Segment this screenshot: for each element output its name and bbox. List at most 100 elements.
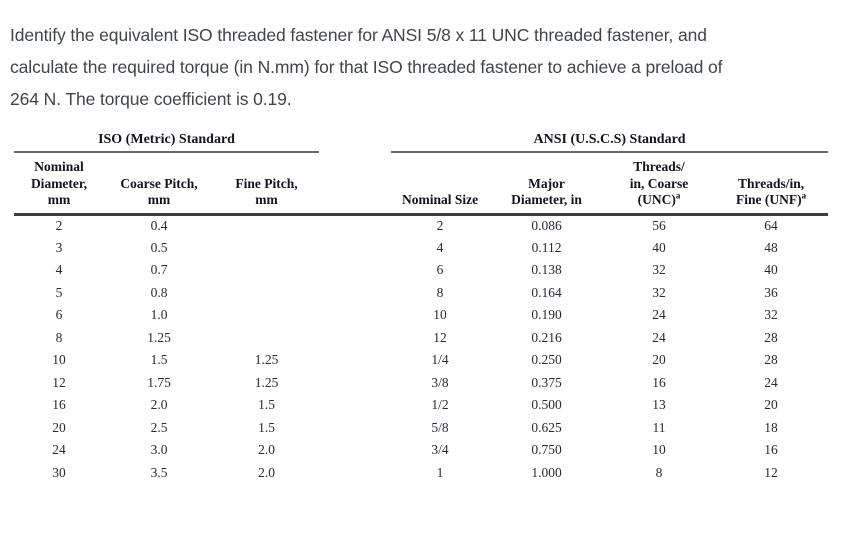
table-cell: 1.25 — [254, 352, 279, 368]
table-cell: 0.750 — [531, 442, 562, 458]
table-cell: 20 — [52, 419, 66, 435]
table-cell — [214, 237, 319, 260]
table-row: 20 2.5 1.5 5/8 0.625 11 18 — [14, 417, 828, 440]
table-cell: 0.216 — [531, 329, 562, 345]
table-cell-gap — [319, 417, 391, 440]
table-cell: 0.7 — [150, 262, 168, 278]
table-cell-gap — [319, 304, 391, 327]
table-cell-gap — [319, 349, 391, 372]
ansi-group-title: ANSI (U.S.C.S) Standard — [391, 132, 829, 153]
thread-standards-table: ISO (Metric) Standard ANSI (U.S.C.S) Sta… — [14, 132, 829, 484]
table-cell: 2.0 — [150, 397, 168, 413]
table-cell: 64 — [764, 218, 778, 233]
table-cell: 2.5 — [150, 419, 168, 435]
table-cell: 0.5 — [150, 239, 168, 255]
table-cell: 48 — [764, 239, 778, 255]
table-cell-gap — [319, 327, 391, 350]
table-cell: 0.112 — [531, 239, 562, 255]
table-cell: 1 — [436, 464, 444, 480]
table-cell-gap — [319, 282, 391, 305]
table-cell: 1.25 — [254, 374, 279, 390]
column-header-iso-fine-pitch: Fine Pitch, mm — [214, 152, 320, 216]
group-header-row: ISO (Metric) Standard ANSI (U.S.C.S) Sta… — [14, 132, 829, 153]
table-cell: 1/4 — [431, 352, 449, 368]
table-cell: 0.164 — [531, 284, 562, 300]
table-cell — [214, 304, 319, 327]
table-cell: 36 — [764, 284, 778, 300]
table-cell: 3/8 — [431, 374, 449, 390]
table-cell — [214, 327, 319, 350]
table-cell: 16 — [764, 442, 778, 458]
table-cell: 1.5 — [150, 352, 168, 368]
table-cell: 24 — [52, 442, 66, 458]
table-cell — [214, 282, 319, 305]
table-cell-gap — [319, 394, 391, 417]
table-cell: 11 — [652, 419, 666, 435]
table-cell: 2.0 — [258, 464, 275, 480]
table-cell: 3 — [55, 239, 63, 255]
column-header-ansi-nominal-size: Nominal Size — [391, 152, 490, 216]
table-cell: 12 — [764, 464, 778, 480]
table-body: 2 0.4 2 0.086 56 64 3 0.5 4 0.112 40 48 4 0.7 6 0.138 32… — [14, 214, 828, 484]
table-cell: 1.5 — [258, 419, 275, 435]
table-cell: 0.375 — [531, 374, 562, 390]
table-cell: 13 — [652, 397, 666, 413]
column-header-ansi-threads-fine: Threads/in, Fine (UNF)a — [714, 152, 829, 216]
table-row: 12 1.75 1.25 3/8 0.375 16 24 — [14, 372, 828, 395]
table-cell: 12 — [52, 374, 66, 390]
table-cell: 1.0 — [150, 307, 168, 323]
question-line: calculate the required torque (in N.mm) … — [10, 57, 723, 77]
table-cell: 10 — [433, 307, 447, 323]
table-cell: 1.000 — [531, 464, 562, 480]
table-cell: 32 — [652, 262, 666, 278]
table-cell: 16 — [652, 374, 666, 390]
column-header-iso-coarse-pitch: Coarse Pitch, mm — [104, 152, 214, 216]
table-cell: 0.8 — [150, 284, 168, 300]
table-cell: 28 — [764, 329, 778, 345]
table-cell: 16 — [52, 397, 66, 413]
table-cell: 0.190 — [531, 307, 562, 323]
table-cell: 2.0 — [258, 442, 275, 458]
table-cell — [214, 259, 319, 282]
table-cell: 10 — [652, 442, 666, 458]
table-cell: 24 — [652, 329, 666, 345]
table-cell: 24 — [652, 307, 666, 323]
table-cell: 56 — [652, 218, 666, 233]
column-header-iso-nominal-diameter: Nominal Diameter, mm — [14, 152, 104, 216]
table-row: 3 0.5 4 0.112 40 48 — [14, 237, 828, 260]
table-cell: 24 — [764, 374, 778, 390]
table-cell: 0.138 — [531, 262, 562, 278]
table-cell-gap — [319, 214, 391, 237]
table-cell-gap — [319, 462, 391, 485]
table-cell: 2 — [436, 218, 444, 233]
table-cell: 1.25 — [147, 329, 171, 345]
table-row: 4 0.7 6 0.138 32 40 — [14, 259, 828, 282]
table-cell: 1.75 — [147, 374, 171, 390]
table-cell-gap — [319, 237, 391, 260]
group-gap — [319, 132, 391, 152]
table-row: 5 0.8 8 0.164 32 36 — [14, 282, 828, 305]
table-cell: 0.250 — [531, 352, 562, 368]
table-cell: 8 — [436, 284, 444, 300]
column-header-gap — [319, 152, 392, 216]
table-cell: 0.625 — [531, 419, 562, 435]
table-cell: 5 — [55, 284, 63, 300]
table-cell-gap — [319, 372, 391, 395]
column-header-row: Nominal Diameter, mm Coarse Pitch, mm Fine Pi… — [14, 152, 829, 216]
table-cell: 20 — [764, 397, 778, 413]
table-cell: 2 — [55, 218, 63, 233]
table-cell: 0.4 — [150, 218, 168, 233]
table-cell: 32 — [764, 307, 778, 323]
table-cell — [214, 214, 319, 237]
table-cell: 4 — [436, 239, 444, 255]
iso-group-title: ISO (Metric) Standard — [14, 132, 320, 153]
table-cell: 28 — [764, 352, 778, 368]
table-cell: 12 — [433, 329, 447, 345]
table-cell: 1.5 — [258, 397, 275, 413]
table-row: 8 1.25 12 0.216 24 28 — [14, 327, 828, 350]
table-cell: 6 — [436, 262, 444, 278]
table-row: 2 0.4 2 0.086 56 64 — [14, 214, 828, 237]
table-cell: 30 — [52, 464, 66, 480]
table-cell: 0.500 — [531, 397, 562, 413]
table-cell: 3/4 — [431, 442, 449, 458]
